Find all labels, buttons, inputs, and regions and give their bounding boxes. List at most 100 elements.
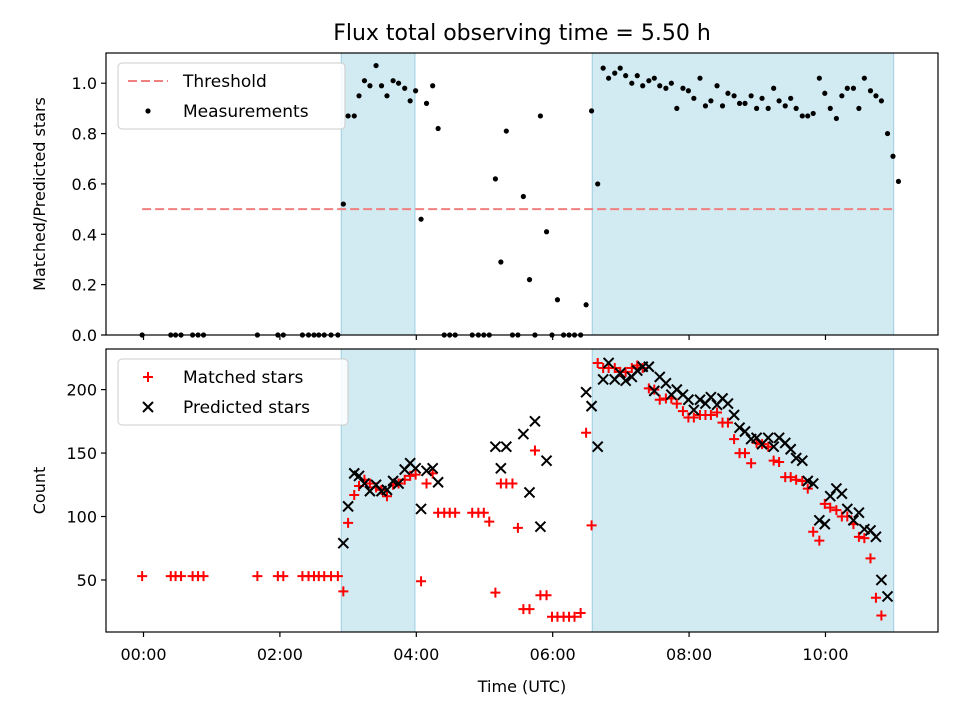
measurement-point	[759, 95, 765, 101]
predicted-star-point	[682, 394, 695, 406]
measurement-point	[753, 105, 760, 111]
bottom-ytick-label: 100	[66, 508, 97, 527]
predicted-star-point	[614, 367, 626, 379]
measurement-point	[765, 105, 771, 111]
xtick-label: 04:00	[393, 645, 439, 664]
predicted-star-point	[819, 518, 831, 530]
matched-star-point	[865, 553, 876, 564]
top-shaded-interval-0	[340, 52, 416, 336]
xtick-label: 02:00	[257, 645, 303, 664]
legend-label: Matched stars	[183, 368, 303, 388]
measurement-point	[384, 93, 390, 99]
predicted-star-point	[870, 531, 882, 543]
measurement-point	[606, 75, 612, 81]
predicted-star-point	[790, 452, 802, 464]
measurement-point	[646, 78, 652, 84]
matched-star-point	[349, 489, 360, 500]
xtick-label: 08:00	[666, 645, 712, 664]
measurement-point	[367, 83, 373, 89]
measurement-point	[543, 229, 550, 235]
bottom-axes-frame	[105, 348, 939, 633]
predicted-star-point	[591, 441, 604, 453]
measurement-point	[657, 83, 663, 89]
legend-box	[117, 62, 346, 130]
matched-star-point	[785, 472, 796, 483]
measurement-point	[378, 83, 385, 89]
predicted-star-point	[489, 441, 502, 453]
matched-star-point	[592, 357, 603, 368]
predicted-star-point	[580, 386, 592, 398]
predicted-star-point	[540, 454, 553, 467]
predicted-star-point	[381, 484, 393, 496]
matched-star-point	[654, 394, 665, 405]
chart-title: Flux total observing time = 5.50 h	[333, 21, 711, 46]
predicted-star-point	[358, 477, 371, 490]
measurement-point	[867, 88, 874, 94]
top-axes-frame	[105, 52, 939, 336]
matched-star-point	[791, 474, 802, 485]
legend-box	[117, 358, 349, 426]
matched-star-point	[381, 491, 392, 502]
measurement-point	[356, 93, 362, 99]
predicted-star-point	[585, 400, 598, 412]
matched-star-point	[338, 586, 349, 597]
predicted-star-point	[500, 441, 513, 453]
measurement-point	[736, 100, 743, 106]
measurement-point	[634, 73, 640, 79]
measurement-point	[651, 75, 657, 81]
predicted-star-point	[534, 520, 547, 533]
measurement-point	[595, 181, 601, 187]
legend-plus-swatch	[143, 372, 153, 382]
matched-star-point	[671, 398, 682, 409]
bottom-legend: Matched stars Predicted stars	[117, 358, 349, 426]
matched-star-point	[581, 427, 592, 438]
measurement-point	[799, 113, 805, 119]
predicted-star-point	[841, 503, 854, 515]
measurement-point	[788, 95, 794, 101]
predicted-star-point	[415, 503, 427, 515]
predicted-star-point	[631, 364, 643, 377]
predicted-star-point	[705, 391, 717, 403]
predicted-star-point	[597, 373, 609, 386]
legend-dot-swatch	[145, 108, 151, 114]
predicted-star-point	[694, 394, 706, 406]
predicted-star-point	[426, 462, 439, 474]
predicted-star-point	[807, 477, 819, 490]
matched-star-point	[416, 576, 427, 587]
predicted-star-point	[836, 487, 848, 500]
predicted-star-point	[824, 490, 836, 502]
matched-star-point	[688, 412, 699, 423]
predicted-star-point	[643, 361, 655, 373]
matched-star-point	[512, 522, 523, 533]
measurement-point	[498, 259, 504, 265]
measurement-point	[895, 178, 902, 185]
matched-star-point	[524, 604, 535, 615]
measurement-point	[435, 125, 441, 132]
measurement-point	[878, 98, 884, 104]
measurement-point	[833, 115, 839, 122]
measurement-point	[731, 93, 737, 99]
matched-star-point	[729, 434, 740, 445]
matched-star-point	[677, 406, 688, 417]
matched-star-point	[802, 483, 813, 494]
measurement-point	[640, 83, 646, 89]
predicted-star-point	[619, 375, 632, 387]
matched-star-point	[198, 571, 209, 582]
measurement-point	[668, 80, 674, 86]
measurement-point	[680, 85, 686, 91]
predicted-star-point	[875, 574, 888, 586]
measurement-point	[748, 93, 754, 99]
top-shaded-interval-1	[591, 52, 895, 336]
predicted-star-point	[728, 409, 740, 421]
measurement-point	[890, 153, 896, 159]
legend-x-swatch	[142, 401, 154, 413]
matched-star-point	[421, 478, 432, 489]
measurement-point	[395, 80, 402, 86]
matched-star-point	[705, 409, 716, 420]
measurement-point	[742, 100, 748, 106]
predicted-star-point	[688, 404, 700, 416]
matched-star-point	[609, 363, 620, 374]
measurement-point	[674, 105, 680, 111]
predicted-star-point	[495, 462, 507, 474]
measurement-point	[805, 113, 811, 119]
